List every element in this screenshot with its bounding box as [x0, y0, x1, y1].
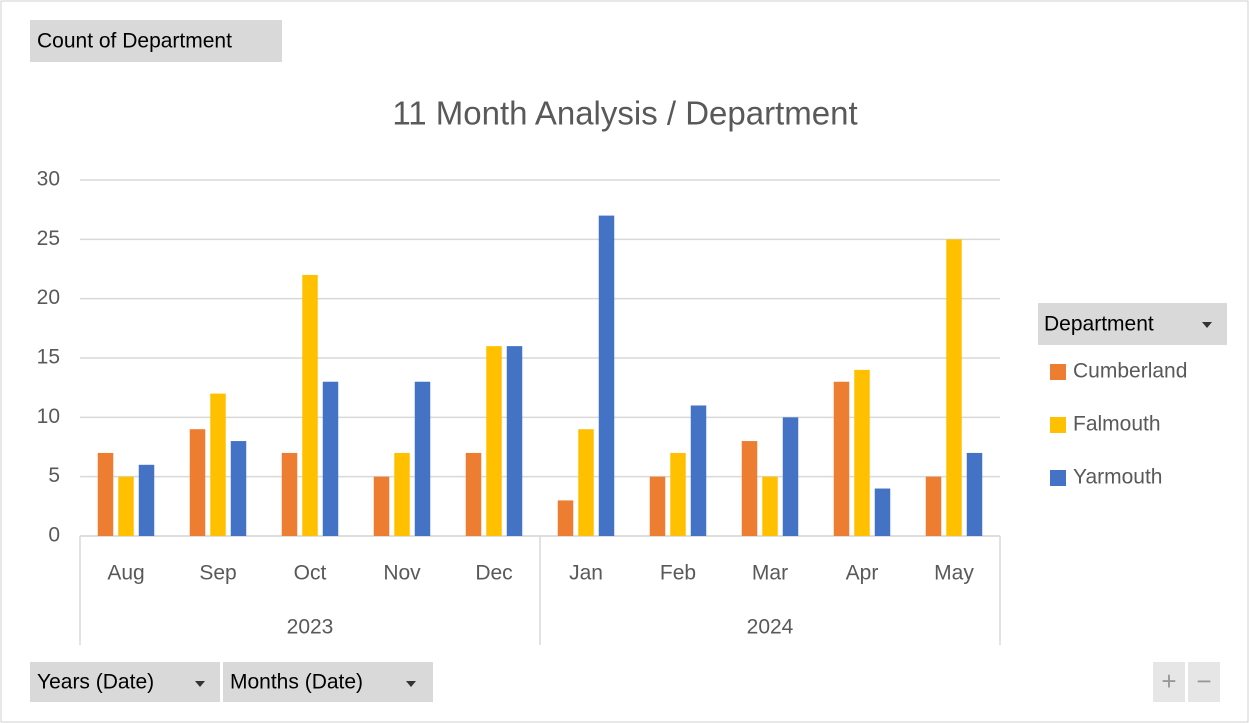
y-tick-label: 5 [48, 464, 60, 487]
dropdown-arrow [406, 681, 416, 687]
bar [578, 429, 594, 536]
y-tick-label: 15 [37, 346, 60, 369]
x-tick-label: Apr [846, 562, 879, 585]
button-bg [223, 662, 433, 702]
legend-swatch [1050, 417, 1066, 433]
button-bg [1188, 662, 1220, 702]
bar [373, 476, 390, 536]
chart-title: 11 Month Analysis / Department [392, 95, 857, 132]
x-tick-label: Nov [383, 562, 421, 585]
bar [946, 239, 962, 537]
value-field-label: Count of Department [37, 30, 232, 53]
bar [833, 381, 850, 536]
y-tick-label: 30 [37, 168, 60, 191]
y-tick-label: 20 [37, 286, 60, 309]
legend-swatch [1050, 364, 1066, 380]
x-group-label: 2023 [287, 616, 334, 639]
zoom-label: + [1161, 666, 1176, 696]
bar [762, 476, 778, 536]
x-tick-label: Jan [569, 562, 603, 585]
button-bg [1153, 662, 1185, 702]
bar [557, 500, 574, 536]
legend-swatch [1050, 470, 1066, 486]
bar [486, 346, 502, 536]
x-tick-label: Dec [475, 562, 512, 585]
bar [118, 476, 134, 536]
bar [925, 476, 942, 536]
button-bg [30, 662, 220, 702]
axis-field-button[interactable]: Years (Date) [30, 662, 220, 702]
zoom-out-button[interactable]: − [1188, 662, 1220, 702]
axis-field-label: Months (Date) [230, 671, 363, 694]
legend-title: Department [1044, 313, 1154, 336]
bar [465, 452, 482, 536]
zoom-in-button[interactable]: + [1153, 662, 1185, 702]
bar [281, 452, 298, 536]
x-tick-label: Sep [199, 562, 236, 585]
x-tick-label: May [934, 562, 974, 585]
legend-label: Yarmouth [1073, 466, 1163, 489]
bar [598, 215, 615, 536]
bar [189, 429, 206, 536]
y-tick-label: 25 [37, 227, 60, 250]
dropdown-arrow [195, 681, 205, 687]
x-tick-label: Mar [752, 562, 788, 585]
bar [138, 464, 155, 536]
legend-label: Falmouth [1073, 413, 1161, 436]
bar [302, 274, 318, 536]
x-tick-label: Feb [660, 562, 696, 585]
bar [230, 441, 247, 536]
legend-field-button[interactable]: Department [1038, 303, 1227, 345]
legend-label: Cumberland [1073, 360, 1187, 383]
zoom-label: − [1196, 666, 1211, 696]
dropdown-arrow [1202, 322, 1212, 328]
bar [966, 452, 983, 536]
bar [210, 393, 226, 536]
bar [874, 488, 891, 536]
bar [322, 381, 339, 536]
button-bg [1038, 303, 1227, 345]
y-tick-label: 10 [37, 405, 60, 428]
bar [414, 381, 431, 536]
bar [854, 369, 870, 536]
x-tick-label: Oct [294, 562, 327, 585]
bar [782, 417, 799, 536]
x-group-label: 2024 [747, 616, 794, 639]
x-tick-label: Aug [107, 562, 144, 585]
axis-field-label: Years (Date) [37, 671, 154, 694]
bar [97, 452, 114, 536]
y-tick-label: 0 [48, 524, 60, 547]
bar [690, 405, 707, 536]
bar [649, 476, 666, 536]
bar [506, 346, 523, 536]
bar [670, 452, 686, 536]
bar [394, 452, 410, 536]
value-field-button[interactable]: Count of Department [30, 20, 282, 62]
button-bg [30, 20, 282, 62]
bar [741, 441, 758, 536]
axis-field-button[interactable]: Months (Date) [223, 662, 433, 702]
